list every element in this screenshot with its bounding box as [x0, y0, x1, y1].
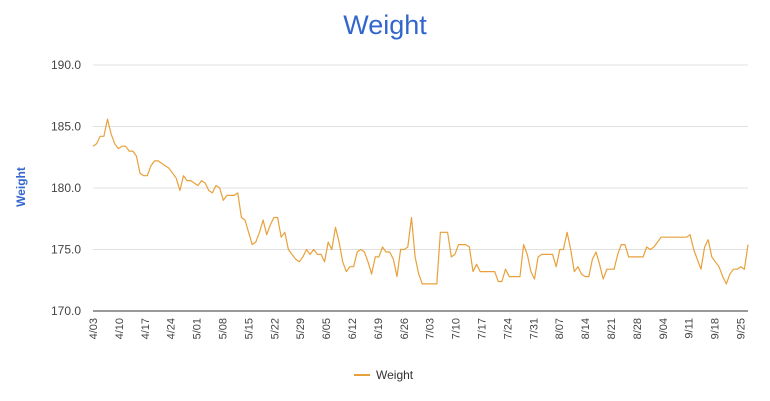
x-tick-label: 7/17	[477, 318, 489, 339]
x-tick-label: 5/15	[243, 318, 255, 339]
x-tick-label: 6/05	[321, 318, 333, 339]
x-tick-label: 6/26	[399, 318, 411, 339]
chart-title: Weight	[343, 10, 427, 40]
x-tick-label: 5/22	[269, 318, 281, 339]
legend: Weight	[354, 368, 413, 382]
y-tick-label: 190.0	[51, 58, 81, 72]
x-tick-label: 4/10	[114, 318, 126, 339]
x-tick-label: 8/14	[580, 318, 592, 339]
x-tick-label: 4/17	[140, 318, 152, 339]
x-tick-label: 5/29	[295, 318, 307, 339]
x-tick-label: 9/04	[658, 318, 670, 339]
gridlines	[93, 64, 748, 312]
y-tick-label: 185.0	[51, 120, 81, 134]
x-tick-label: 6/19	[373, 318, 385, 339]
x-tick-labels: 4/03 4/10 4/17 4/24 5/01 5/08 5/15 5/22 5/29 6/05…	[88, 318, 748, 339]
x-tick-label: 5/08	[218, 318, 230, 339]
x-tick-label: 7/10	[451, 318, 463, 339]
y-tick-labels: 170.0 175.0 180.0 185.0 190.0	[51, 58, 81, 318]
x-tick-label: 5/01	[192, 318, 204, 339]
y-tick-label: 180.0	[51, 181, 81, 195]
series-group	[92, 118, 749, 285]
x-tick-label: 7/24	[502, 318, 514, 339]
legend-label: Weight	[376, 368, 414, 382]
x-tick-label: 8/28	[632, 318, 644, 339]
y-tick-label: 175.0	[51, 243, 81, 257]
x-tick-label: 7/03	[425, 318, 437, 339]
x-tick-label: 9/18	[710, 318, 722, 339]
x-tick-label: 6/12	[347, 318, 359, 339]
y-tick-label: 170.0	[51, 304, 81, 318]
x-tick-label: 4/24	[166, 318, 178, 339]
x-tick-label: 9/11	[684, 318, 696, 339]
x-tick-label: 7/31	[528, 318, 540, 339]
x-tick-label: 9/25	[736, 318, 748, 339]
x-tick-label: 4/03	[88, 318, 100, 339]
series-line-weight	[92, 118, 749, 285]
legend-swatch	[354, 374, 370, 376]
x-tick-label: 8/21	[606, 318, 618, 339]
x-tick-label: 8/07	[554, 318, 566, 339]
